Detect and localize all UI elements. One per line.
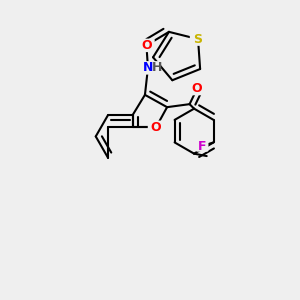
Text: O: O	[192, 82, 203, 95]
Text: F: F	[198, 140, 206, 152]
Text: S: S	[194, 33, 202, 46]
FancyBboxPatch shape	[138, 39, 155, 52]
Text: H: H	[152, 61, 163, 74]
FancyBboxPatch shape	[143, 61, 160, 75]
Text: O: O	[151, 121, 161, 134]
FancyBboxPatch shape	[190, 32, 206, 46]
Text: N: N	[143, 61, 153, 74]
FancyBboxPatch shape	[148, 121, 164, 134]
Text: O: O	[141, 39, 152, 52]
FancyBboxPatch shape	[196, 140, 208, 152]
FancyBboxPatch shape	[189, 82, 205, 95]
